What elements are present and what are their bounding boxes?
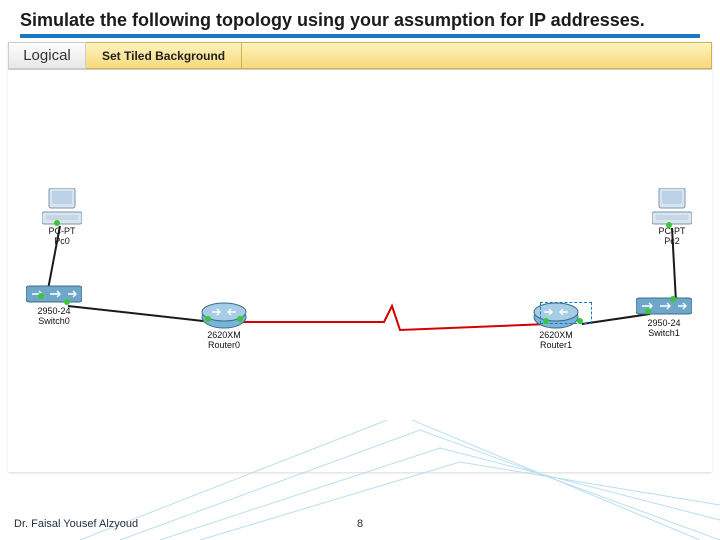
device-pc2[interactable]: PC-PTPc2 xyxy=(652,188,692,247)
packet-tracer-window: Logical Set Tiled Background ◁ PC-PTPc0 xyxy=(8,42,712,472)
device-switch0[interactable]: 2950-24Switch0 xyxy=(26,282,82,327)
toolbar: Logical Set Tiled Background xyxy=(8,42,712,70)
pc-icon xyxy=(42,188,82,226)
device-label-model: PC-PT xyxy=(652,226,692,236)
port-status-dot xyxy=(64,299,70,305)
device-router0[interactable]: 2620XMRouter0 xyxy=(200,300,248,351)
device-label-model: PC-PT xyxy=(42,226,82,236)
port-status-dot xyxy=(54,220,60,226)
tab-logical[interactable]: Logical xyxy=(8,42,86,69)
port-status-dot xyxy=(670,296,676,302)
links-layer xyxy=(8,70,712,472)
set-background-button[interactable]: Set Tiled Background xyxy=(86,42,242,69)
device-label-name: Router0 xyxy=(200,340,248,350)
topology-canvas[interactable]: PC-PTPc0 PC-PTPc2 2950-24Switch0 2950-24… xyxy=(8,70,712,472)
device-label-model: 2950-24 xyxy=(636,318,692,328)
slide-root: Simulate the following topology using yo… xyxy=(0,0,720,540)
port-status-dot xyxy=(205,316,211,322)
device-label-name: Switch1 xyxy=(636,328,692,338)
toolbar-spacer xyxy=(242,42,712,69)
cable-switch0-router0[interactable] xyxy=(68,306,212,322)
device-pc0[interactable]: PC-PTPc0 xyxy=(42,188,82,247)
port-status-dot xyxy=(237,316,243,322)
router-icon xyxy=(200,300,248,330)
pc-icon xyxy=(652,188,692,226)
device-switch1[interactable]: 2950-24Switch1 xyxy=(636,294,692,339)
device-label-model: 2620XM xyxy=(532,330,580,340)
device-label-name: Switch0 xyxy=(26,316,82,326)
device-label-name: Pc2 xyxy=(652,236,692,246)
device-label-model: 2950-24 xyxy=(26,306,82,316)
footer-page-number: 8 xyxy=(357,518,363,530)
switch-icon xyxy=(26,282,82,306)
footer-author: Dr. Faisal Yousef Alzyoud xyxy=(14,518,138,530)
device-label-name: Pc0 xyxy=(42,236,82,246)
device-label-model: 2620XM xyxy=(200,330,248,340)
port-status-dot xyxy=(666,222,672,228)
slide-title: Simulate the following topology using yo… xyxy=(20,10,700,38)
cable-router0-router1[interactable] xyxy=(242,306,548,330)
port-status-dot xyxy=(645,308,651,314)
port-status-dot xyxy=(577,318,583,324)
screenshot-container: Logical Set Tiled Background ◁ PC-PTPc0 xyxy=(8,42,712,472)
port-status-dot xyxy=(543,318,549,324)
switch-icon xyxy=(636,294,692,318)
device-label-name: Router1 xyxy=(532,340,580,350)
port-status-dot xyxy=(38,293,44,299)
